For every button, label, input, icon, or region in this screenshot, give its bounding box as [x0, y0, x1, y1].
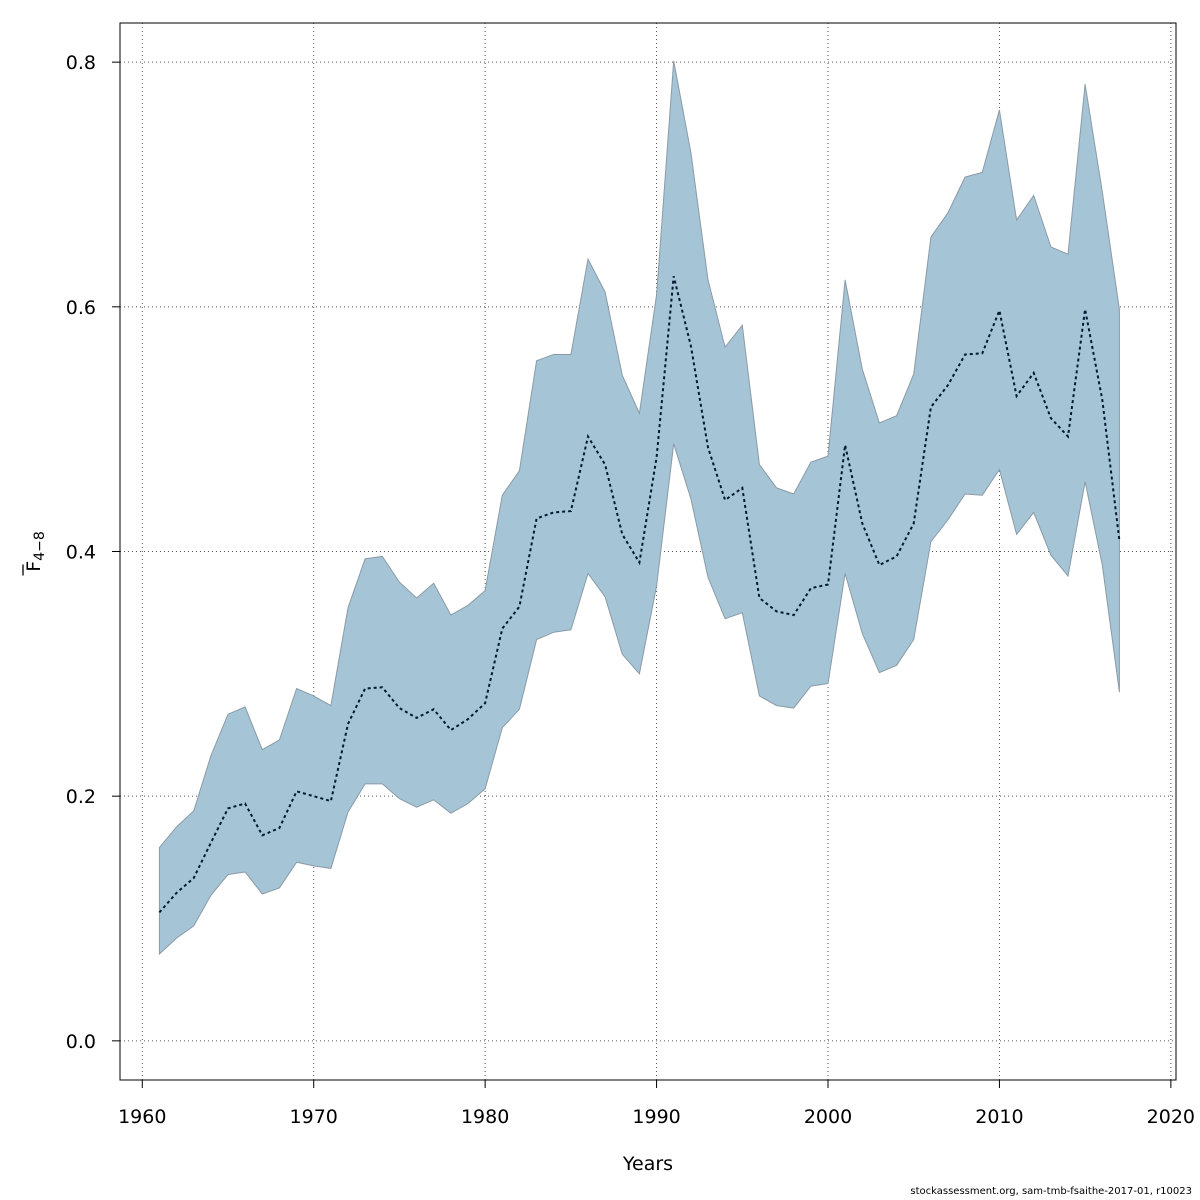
y-axis-title-main: F [23, 561, 45, 572]
x-tick-label: 1970 [290, 1106, 338, 1128]
x-tick-label: 2000 [804, 1106, 852, 1128]
y-axis-title: F4−8 [22, 531, 48, 576]
x-axis-title: Years [622, 1153, 673, 1175]
estimate-line [158, 275, 1121, 914]
x-tick-label: 1990 [632, 1106, 680, 1128]
x-axis: 1960 1970 1980 1990 2000 2010 2020 [118, 1079, 1195, 1128]
y-tick-label: 0.2 [66, 786, 96, 808]
y-tick-label: 0.8 [66, 52, 96, 74]
y-tick-label: 0.4 [66, 542, 96, 564]
x-tick-label: 2010 [975, 1106, 1023, 1128]
footer-source: stockassessment.org, sam-tmb-fsaithe-201… [910, 1186, 1192, 1197]
confidence-band [158, 60, 1120, 956]
x-tick-label: 1980 [461, 1106, 509, 1128]
y-tick-label: 0.6 [66, 297, 96, 319]
y-tick-label: 0.0 [66, 1031, 96, 1053]
x-tick-label: 1960 [118, 1106, 166, 1128]
x-tick-label: 2020 [1147, 1106, 1195, 1128]
svg-text:F4−8: F4−8 [23, 531, 48, 571]
y-axis: 0.0 0.2 0.4 0.6 0.8 [66, 52, 120, 1053]
y-axis-title-sub: 4−8 [32, 531, 48, 561]
